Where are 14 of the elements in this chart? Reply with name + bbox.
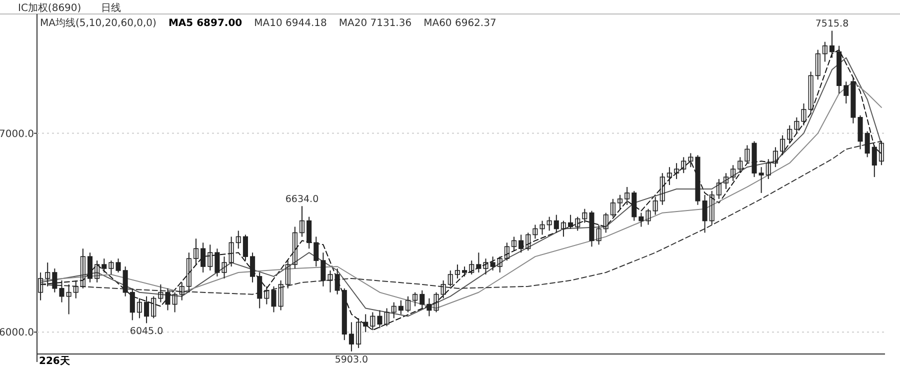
- annotation: 6045.0: [130, 326, 164, 338]
- annotation: MA10 6944.18: [254, 18, 327, 29]
- text: 日线: [101, 2, 122, 14]
- y-tick-label: 6000.0: [0, 328, 34, 339]
- annotation: 5903.0: [334, 354, 368, 366]
- chart-subtitle: MA均线(5,10,20,60,0,0): [40, 17, 157, 29]
- chart-title: IC加权(8690): [18, 2, 82, 14]
- annotation: 7515.8: [815, 18, 849, 30]
- text: 226天: [39, 355, 71, 366]
- y-tick-label: 7000.0: [0, 128, 34, 140]
- annotation: MA5 6897.00: [168, 18, 242, 29]
- annotation: MA20 7131.36: [338, 18, 412, 29]
- annotation: 6634.0: [285, 194, 319, 206]
- annotation: MA60 6962.37: [424, 18, 496, 29]
